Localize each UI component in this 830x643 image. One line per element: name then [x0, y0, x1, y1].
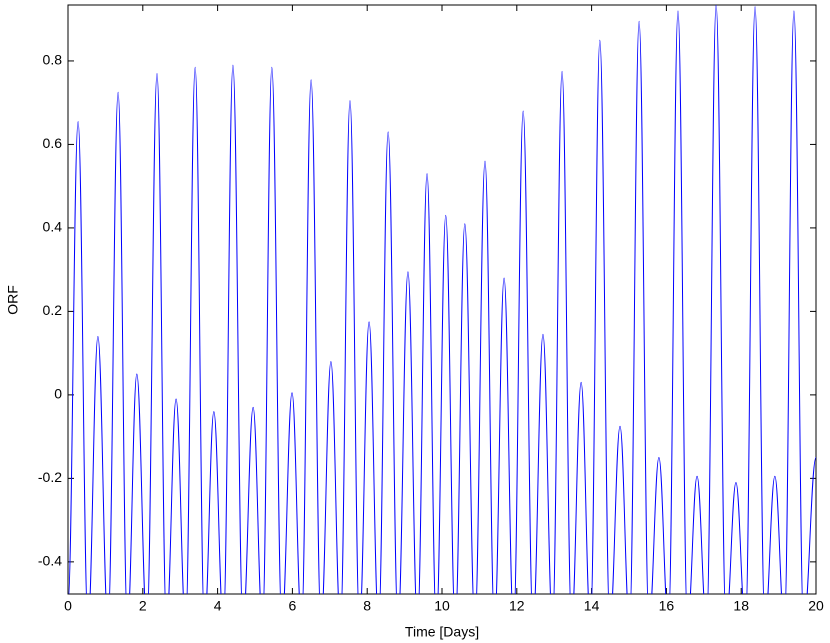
- y-tick-label: 0: [54, 386, 62, 402]
- y-axis-label: ORF: [5, 285, 21, 315]
- x-tick-label: 12: [509, 598, 525, 614]
- x-tick-label: 4: [214, 598, 222, 614]
- x-tick-label: 16: [659, 598, 675, 614]
- plot-frame: [67, 4, 817, 595]
- y-tick-label: 0.6: [43, 135, 63, 151]
- y-tick-label: 0.2: [43, 302, 63, 318]
- x-tick-label: 2: [139, 598, 147, 614]
- x-tick-label: 8: [363, 598, 371, 614]
- x-tick-label: 14: [584, 598, 600, 614]
- x-tick-label: 0: [64, 598, 72, 614]
- y-tick-label: 0.4: [43, 219, 63, 235]
- x-tick-label: 18: [733, 598, 749, 614]
- y-tick-label: 0.8: [43, 52, 63, 68]
- x-tick-label: 10: [434, 598, 450, 614]
- x-axis-label: Time [Days]: [405, 624, 479, 640]
- y-tick-label: -0.2: [38, 469, 62, 485]
- x-tick-label: 20: [808, 598, 824, 614]
- data-line: [68, 5, 816, 594]
- x-tick-label: 6: [289, 598, 297, 614]
- y-tick-label: -0.4: [38, 553, 62, 569]
